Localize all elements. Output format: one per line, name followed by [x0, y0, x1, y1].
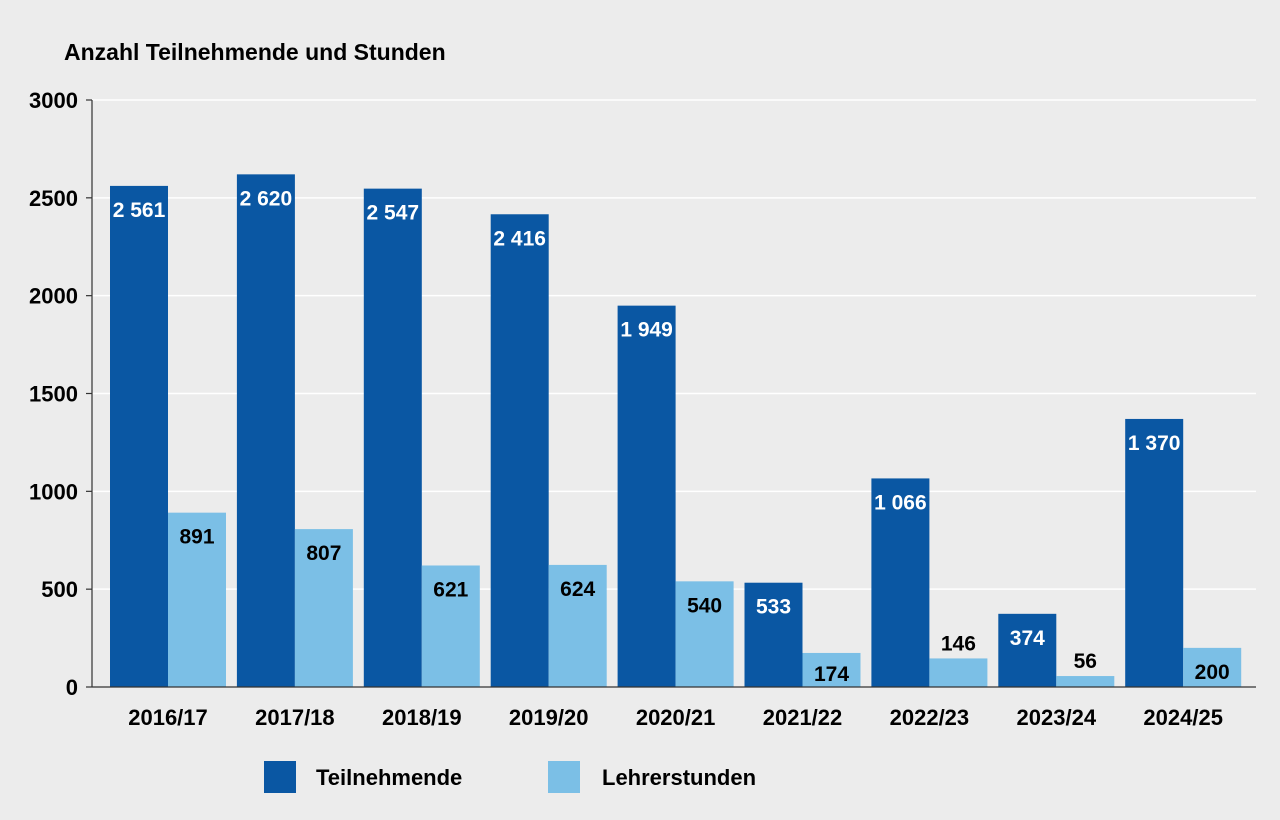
bar-lehrerstunden-2021-22: [802, 652, 861, 687]
bar-lehrerstunden-2020-21: [675, 581, 734, 687]
legend-swatch-teilnehmende: [264, 761, 296, 793]
bar-teilnehmende-2023-24: [998, 613, 1057, 687]
y-tick-label: 500: [41, 577, 78, 602]
bar-teilnehmende-2021-22: [744, 582, 803, 687]
data-label: 374: [1010, 627, 1045, 650]
bars: 2 561 891 2 620 807 2 547 621 2 416 624 1 949 540…: [110, 174, 1242, 688]
data-label: 2 620: [240, 187, 293, 210]
y-tick-label: 1500: [29, 382, 78, 407]
bar-teilnehmende-2018-19: [363, 188, 422, 687]
legend: Teilnehmende Lehrerstunden: [264, 761, 756, 793]
data-label: 2 416: [493, 227, 546, 250]
data-label: 174: [814, 663, 849, 686]
y-tick-label: 1000: [29, 479, 78, 504]
x-tick-label: 2021/22: [763, 705, 843, 730]
bar-lehrerstunden-2022-23: [929, 658, 988, 687]
bar-teilnehmende-2016-17: [110, 185, 168, 688]
legend-label-teilnehmende: Teilnehmende: [316, 765, 462, 790]
y-tick-label: 2500: [29, 186, 78, 211]
x-tick-label: 2016/17: [128, 705, 208, 730]
bar-lehrerstunden-2019-20: [548, 564, 607, 687]
bar-lehrerstunden-2024-25: [1183, 647, 1242, 687]
bar-lehrerstunden-2023-24: [1056, 676, 1115, 687]
y-tick-label: 0: [66, 675, 78, 700]
legend-label-lehrerstunden: Lehrerstunden: [602, 765, 756, 790]
x-tick-label: 2019/20: [509, 705, 589, 730]
data-label: 1 066: [874, 491, 927, 514]
data-label: 56: [1074, 650, 1097, 673]
data-label: 200: [1195, 661, 1230, 684]
x-tick-label: 2017/18: [255, 705, 335, 730]
data-label: 1 949: [620, 319, 673, 342]
data-label: 2 561: [113, 199, 166, 222]
data-label: 146: [941, 632, 976, 655]
axes: 0 500 1000 1500 2000 2500 3000 2016/17 2017/18 20…: [29, 88, 1256, 730]
x-tick-label: 2023/24: [1017, 705, 1097, 730]
data-label: 533: [756, 596, 791, 619]
bar-lehrerstunden-2016-17: [168, 512, 226, 687]
data-label: 1 370: [1128, 432, 1181, 455]
data-label: 540: [687, 594, 722, 617]
data-label: 807: [306, 542, 341, 565]
x-tick-label: 2024/25: [1143, 705, 1223, 730]
y-tick-label: 2000: [29, 284, 78, 309]
data-label: 891: [179, 526, 214, 549]
chart-title: Anzahl Teilnehmende und Stunden: [64, 39, 446, 65]
bar-teilnehmende-2019-20: [490, 214, 549, 687]
legend-swatch-lehrerstunden: [548, 761, 580, 793]
data-label: 624: [560, 578, 595, 601]
bar-teilnehmende-2022-23: [871, 478, 930, 687]
data-label: 621: [433, 578, 468, 601]
bar-teilnehmende-2017-18: [236, 174, 295, 687]
bar-lehrerstunden-2017-18: [294, 529, 353, 687]
x-tick-label: 2022/23: [890, 705, 970, 730]
y-tick-label: 3000: [29, 88, 78, 113]
x-tick-label: 2020/21: [636, 705, 716, 730]
bar-teilnehmende-2024-25: [1125, 418, 1184, 687]
bar-teilnehmende-2020-21: [617, 305, 676, 687]
x-tick-label: 2018/19: [382, 705, 462, 730]
data-label: 2 547: [367, 202, 420, 225]
bar-lehrerstunden-2018-19: [421, 565, 480, 687]
